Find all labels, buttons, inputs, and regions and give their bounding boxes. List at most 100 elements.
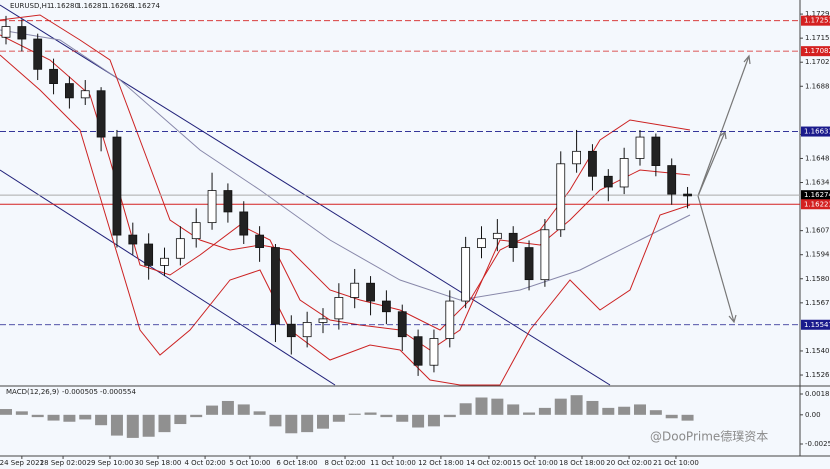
candle-body [588, 150, 597, 177]
candle-body [239, 211, 249, 236]
candle-body [302, 322, 312, 338]
macd-bar [253, 411, 266, 415]
macd-bar [206, 405, 219, 415]
moving-average [0, 29, 691, 301]
quote-value: 1.16280 [50, 2, 79, 10]
macd-tick-label: 0.00 [805, 411, 821, 419]
macd-bar [0, 409, 12, 415]
macd-bar [570, 395, 583, 415]
candle-body [191, 222, 201, 240]
macd-bar [47, 414, 60, 421]
symbol: EURUSD,H1 [10, 2, 51, 10]
x-tick-label: 6 Oct 18:00 [276, 459, 317, 467]
trend-line [0, 169, 336, 386]
candle-body [540, 229, 550, 281]
macd-bar [237, 404, 250, 415]
forecast-arrows [697, 54, 751, 324]
quote-value: 1.16268 [104, 2, 133, 10]
macd-bar [110, 414, 123, 436]
price-label-box [801, 319, 830, 330]
candle-body [572, 150, 581, 165]
macd-bar [63, 414, 76, 422]
price-label: 1.15547 [804, 321, 830, 329]
y-tick-label: 1.17290 [805, 10, 830, 18]
candle-body [175, 238, 185, 259]
candle-body [381, 300, 391, 313]
macd-bar [348, 413, 361, 415]
y-tick-label: 1.17020 [805, 58, 830, 66]
candle-body [524, 247, 534, 281]
macd-bar [332, 414, 345, 422]
candle-body [429, 338, 439, 366]
candle-body [413, 336, 423, 366]
macd-bar [427, 414, 440, 427]
candle-body [366, 282, 375, 302]
x-tick-label: 20 Oct 02:00 [606, 459, 652, 467]
macd-bar [126, 414, 139, 438]
macd-tick-label: 0.001803 [805, 390, 830, 398]
y-tick-label: 1.15940 [805, 251, 830, 259]
candle-body [667, 165, 677, 195]
candle-body [603, 175, 613, 188]
price-label: 1.17082 [804, 47, 830, 55]
bollinger-upper [0, 14, 691, 331]
macd-bar [158, 414, 171, 433]
macd-bar [285, 414, 298, 434]
macd-bar [79, 414, 92, 420]
macd-bar [618, 406, 631, 415]
watermark: @DooPrime德璞资本 [650, 429, 768, 444]
macd-bar [174, 414, 187, 425]
price-label-box [801, 15, 830, 26]
x-tick-label: 11 Oct 10:00 [370, 459, 416, 467]
candle-body [508, 232, 518, 248]
candle-body [397, 311, 407, 338]
candle-body [160, 257, 169, 266]
candle-body [318, 318, 328, 323]
macd-bar [301, 414, 314, 433]
candle-body [350, 282, 360, 298]
macd-bar [649, 410, 662, 415]
x-tick-label: 24 Sep 2021 [0, 459, 44, 467]
macd-bar [681, 414, 694, 421]
candle-body [445, 300, 455, 339]
macd-bar [491, 398, 504, 415]
candle-body [144, 243, 154, 266]
candle-body [683, 193, 692, 197]
macd-bar [523, 412, 536, 415]
macd-bar [554, 398, 567, 415]
y-tick-label: 1.16885 [805, 82, 830, 90]
candle-body [112, 136, 122, 236]
y-tick-label: 1.15670 [805, 299, 830, 307]
indicators [0, 4, 751, 386]
macd-bar [221, 400, 234, 415]
macd-bar [412, 414, 425, 428]
macd-tick-label: -0.002529 [805, 440, 830, 448]
x-tick-label: 28 Sep 02:00 [40, 459, 87, 467]
macd-bar [586, 400, 599, 415]
candle-body [49, 68, 58, 84]
macd-bar [380, 414, 393, 418]
macd-bar [665, 414, 678, 419]
candle-body [96, 90, 106, 138]
candle-body [461, 247, 471, 302]
price-label: 1.16223 [804, 200, 830, 208]
price-label-box [801, 190, 830, 201]
macd-bar [507, 404, 520, 415]
candle-body [223, 190, 233, 213]
y-tick-label: 1.15805 [805, 275, 830, 283]
candle-body [271, 247, 280, 325]
x-tick-label: 8 Oct 02:00 [324, 459, 365, 467]
macd-bar [364, 412, 377, 415]
y-tick-label: 1.16480 [805, 154, 830, 162]
candle-body [207, 190, 217, 224]
x-tick-label: 21 Oct 10:00 [653, 459, 699, 467]
macd-title: MACD(12,26,9) [6, 388, 59, 396]
candle-body [1, 26, 11, 38]
macd-bar [190, 414, 203, 418]
x-tick-label: 12 Oct 18:00 [418, 459, 464, 467]
price-label-box [801, 126, 830, 137]
macd-bar [31, 414, 44, 418]
